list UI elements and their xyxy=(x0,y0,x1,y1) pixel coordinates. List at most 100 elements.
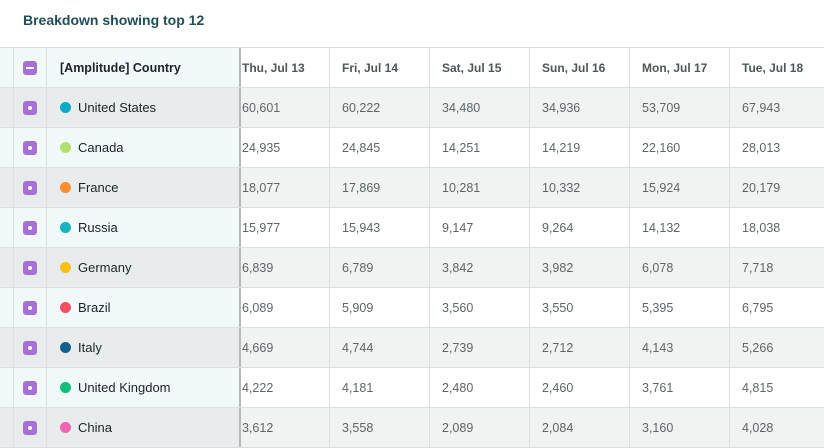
value-text: 5,266 xyxy=(742,340,774,355)
table-row: Germany 6,839 6,789 3,842 3,982 6,078 7,718 xyxy=(0,248,824,288)
spacer-cell xyxy=(0,168,14,207)
value-cell: 34,480 xyxy=(430,88,530,127)
row-checkbox[interactable] xyxy=(14,208,47,247)
row-checkbox[interactable] xyxy=(14,288,47,327)
value-text: 20,179 xyxy=(742,180,781,195)
value-text: 3,560 xyxy=(442,300,474,315)
value-cell: 3,558 xyxy=(330,408,430,447)
value-cell: 4,028 xyxy=(730,408,824,447)
value-cell: 2,084 xyxy=(530,408,630,447)
value-text: 4,181 xyxy=(342,380,374,395)
value-text: 5,395 xyxy=(642,300,674,315)
row-checkbox[interactable] xyxy=(14,128,47,167)
row-checkbox[interactable] xyxy=(14,368,47,407)
value-text: 2,480 xyxy=(442,380,474,395)
value-cell: 18,038 xyxy=(730,208,824,247)
value-cell: 14,251 xyxy=(430,128,530,167)
spacer-cell xyxy=(0,128,14,167)
table-row: Italy 4,669 4,744 2,739 2,712 4,143 5,266 xyxy=(0,328,824,368)
value-text: 4,744 xyxy=(342,340,374,355)
column-header-date[interactable]: Sun, Jul 16 xyxy=(530,48,630,87)
value-cell: 34,936 xyxy=(530,88,630,127)
value-text: 67,943 xyxy=(742,100,781,115)
spacer-cell xyxy=(0,328,14,367)
country-cell: United Kingdom xyxy=(47,368,241,407)
country-cell: United States xyxy=(47,88,241,127)
column-header-country[interactable]: [Amplitude] Country xyxy=(47,48,241,87)
value-cell: 6,839 xyxy=(241,248,330,287)
country-cell: China xyxy=(47,408,241,447)
value-text: 4,669 xyxy=(242,340,274,355)
table-row: Canada 24,935 24,845 14,251 14,219 22,160 28,0… xyxy=(0,128,824,168)
value-cell: 2,712 xyxy=(530,328,630,367)
value-cell: 53,709 xyxy=(630,88,730,127)
series-color-dot xyxy=(60,182,71,193)
value-text: 3,550 xyxy=(542,300,574,315)
value-cell: 3,550 xyxy=(530,288,630,327)
column-header-date[interactable]: Thu, Jul 13 xyxy=(241,48,330,87)
value-text: 4,222 xyxy=(242,380,274,395)
value-text: 14,132 xyxy=(642,220,681,235)
value-cell: 5,909 xyxy=(330,288,430,327)
column-header-date[interactable]: Tue, Jul 18 xyxy=(730,48,824,87)
spacer-cell xyxy=(0,408,14,447)
value-cell: 7,718 xyxy=(730,248,824,287)
value-text: 7,718 xyxy=(742,260,774,275)
value-cell: 10,332 xyxy=(530,168,630,207)
value-text: 34,936 xyxy=(542,100,581,115)
row-checkbox[interactable] xyxy=(14,88,47,127)
value-text: 6,795 xyxy=(742,300,774,315)
value-cell: 14,219 xyxy=(530,128,630,167)
row-checkbox[interactable] xyxy=(14,328,47,367)
series-color-dot xyxy=(60,342,71,353)
row-checkbox[interactable] xyxy=(14,408,47,447)
value-text: 2,089 xyxy=(442,420,474,435)
value-text: 9,147 xyxy=(442,220,474,235)
value-cell: 9,264 xyxy=(530,208,630,247)
column-header-date[interactable]: Mon, Jul 17 xyxy=(630,48,730,87)
row-checkbox[interactable] xyxy=(14,168,47,207)
value-text: 3,558 xyxy=(342,420,374,435)
value-cell: 67,943 xyxy=(730,88,824,127)
row-checkbox[interactable] xyxy=(14,248,47,287)
column-header-date[interactable]: Fri, Jul 14 xyxy=(330,48,430,87)
value-cell: 10,281 xyxy=(430,168,530,207)
series-color-dot xyxy=(60,142,71,153)
spacer-cell xyxy=(0,288,14,327)
series-color-dot xyxy=(60,102,71,113)
value-cell: 20,179 xyxy=(730,168,824,207)
country-name: France xyxy=(78,180,119,195)
value-cell: 6,795 xyxy=(730,288,824,327)
value-text: 14,251 xyxy=(442,140,481,155)
value-text: 6,839 xyxy=(242,260,274,275)
value-cell: 5,395 xyxy=(630,288,730,327)
value-cell: 60,222 xyxy=(330,88,430,127)
value-cell: 15,924 xyxy=(630,168,730,207)
table-row: Russia 15,977 15,943 9,147 9,264 14,132 18,038 xyxy=(0,208,824,248)
value-text: 2,460 xyxy=(542,380,574,395)
value-text: 28,013 xyxy=(742,140,781,155)
value-cell: 3,982 xyxy=(530,248,630,287)
value-cell: 15,943 xyxy=(330,208,430,247)
select-all-checkbox[interactable] xyxy=(14,48,47,87)
spacer-cell xyxy=(0,368,14,407)
value-cell: 28,013 xyxy=(730,128,824,167)
value-text: 24,845 xyxy=(342,140,381,155)
series-color-dot xyxy=(60,222,71,233)
value-text: 14,219 xyxy=(542,140,581,155)
value-cell: 2,739 xyxy=(430,328,530,367)
column-header-label: Thu, Jul 13 xyxy=(242,60,305,75)
series-color-dot xyxy=(60,302,71,313)
table-header: [Amplitude] Country Thu, Jul 13 Fri, Jul … xyxy=(0,48,824,88)
value-text: 5,909 xyxy=(342,300,374,315)
value-text: 3,842 xyxy=(442,260,474,275)
value-text: 3,612 xyxy=(242,420,274,435)
value-cell: 24,845 xyxy=(330,128,430,167)
country-name: Germany xyxy=(78,260,132,275)
spacer-cell xyxy=(0,88,14,127)
value-cell: 3,160 xyxy=(630,408,730,447)
column-header-date[interactable]: Sat, Jul 15 xyxy=(430,48,530,87)
value-text: 2,739 xyxy=(442,340,474,355)
column-header-label: Mon, Jul 17 xyxy=(642,60,708,75)
column-header-label: Sat, Jul 15 xyxy=(442,60,502,75)
